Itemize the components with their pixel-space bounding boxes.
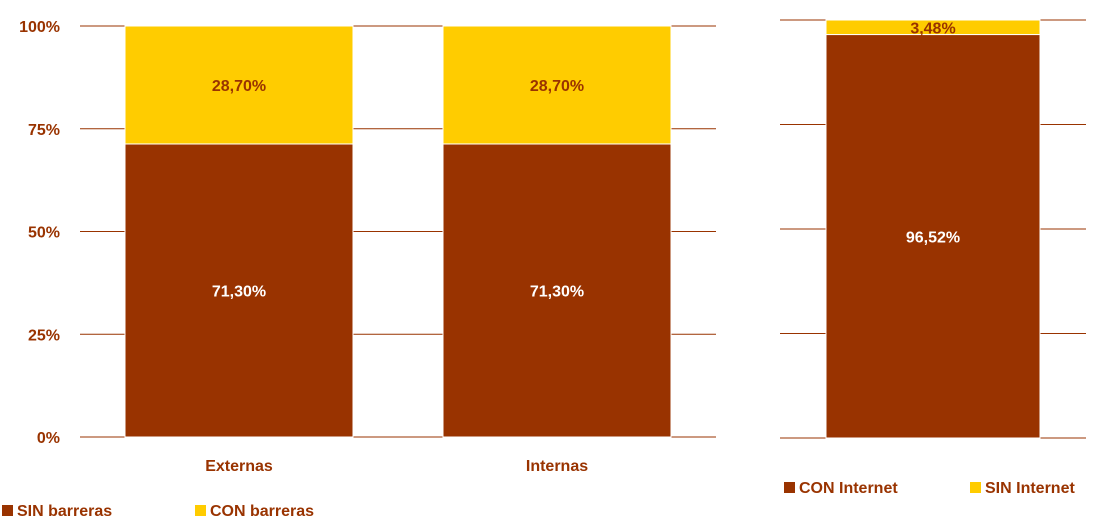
legend-swatch xyxy=(2,505,13,516)
data-label: 3,48% xyxy=(910,20,955,37)
bar-segment xyxy=(124,25,354,145)
y-tick-label: 100% xyxy=(19,19,60,36)
bar-segment xyxy=(124,143,354,438)
legend-swatch xyxy=(970,482,981,493)
y-tick-label: 50% xyxy=(28,225,60,242)
legend-label: SIN Internet xyxy=(985,480,1075,497)
bar-segment xyxy=(442,25,672,145)
left-chart: 0% 25% 50% 75% 100% 71,30% 28,70% Externas 71,30… xyxy=(19,19,716,475)
y-tick-label: 0% xyxy=(37,430,60,447)
data-label: 96,52% xyxy=(906,229,960,246)
legend-label: SIN barreras xyxy=(17,503,112,520)
x-category-label: Internas xyxy=(526,458,588,475)
right-chart: 96,52% 3,48% xyxy=(780,19,1086,439)
data-label: 71,30% xyxy=(530,283,584,300)
legend-label: CON barreras xyxy=(210,503,314,520)
legend-swatch xyxy=(195,505,206,516)
bar-segment xyxy=(825,34,1041,439)
y-tick-label: 25% xyxy=(28,327,60,344)
legends: SIN barreras CON barreras CON Internet SIN … xyxy=(2,480,1075,520)
data-label: 28,70% xyxy=(212,78,266,95)
bar-segment xyxy=(825,19,1041,36)
legend-swatch xyxy=(784,482,795,493)
x-category-label: Externas xyxy=(205,458,273,475)
data-label: 28,70% xyxy=(530,78,584,95)
y-tick-label: 75% xyxy=(28,122,60,139)
data-label: 71,30% xyxy=(212,283,266,300)
bar-segment xyxy=(442,143,672,438)
legend-label: CON Internet xyxy=(799,480,898,497)
